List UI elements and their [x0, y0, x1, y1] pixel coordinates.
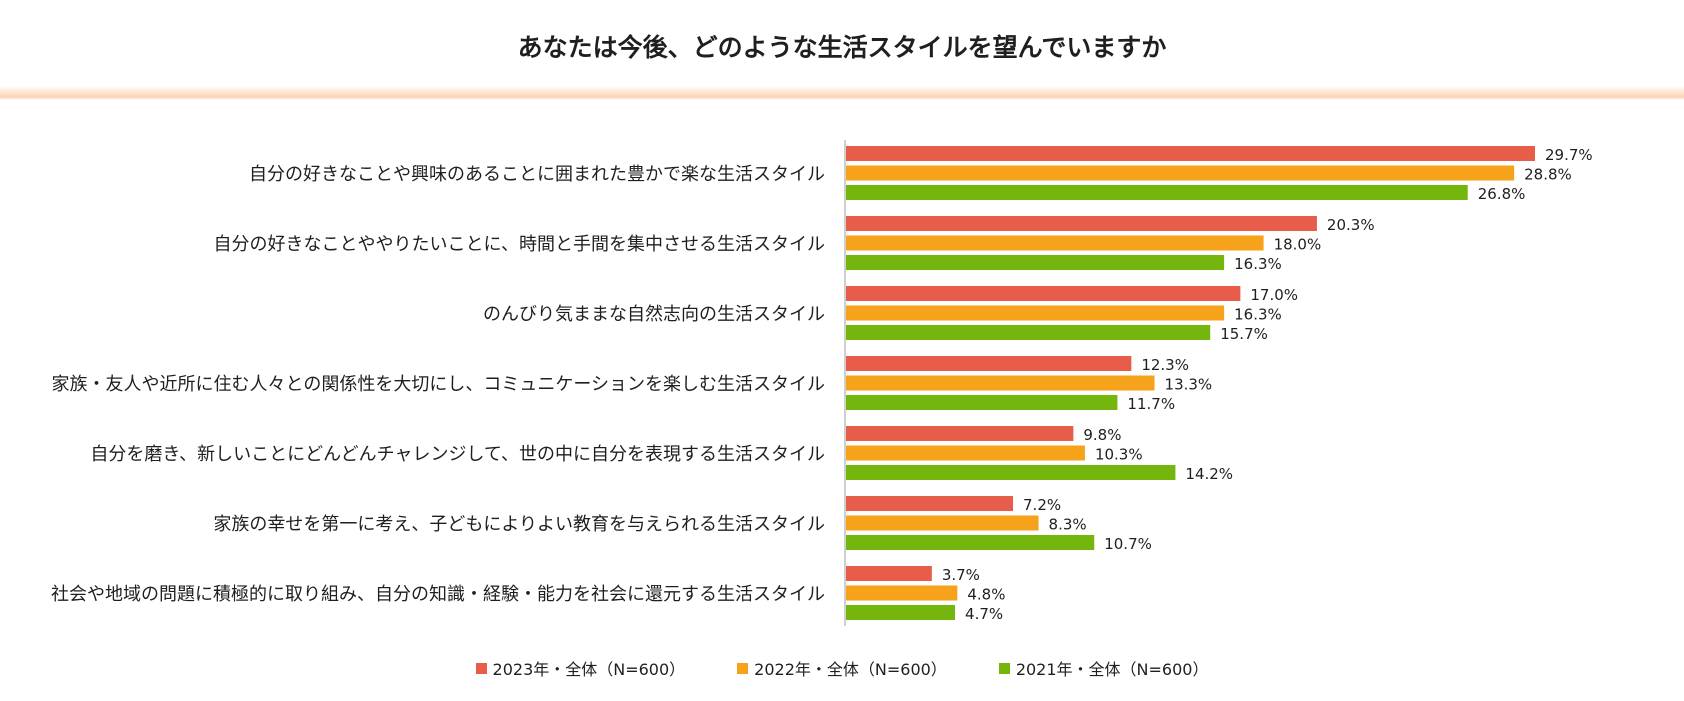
bar-2023: [846, 496, 1014, 511]
category-label: 自分を磨き、新しいことにどんどんチャレンジして、世の中に自分を表現する生活スタイ…: [90, 444, 825, 465]
bar-2021: [846, 255, 1225, 270]
bar-2023: [846, 146, 1535, 161]
category-label: 家族・友人や近所に住む人々との関係性を大切にし、コミュニケーションを楽しむ生活ス…: [52, 374, 825, 395]
data-label: 20.3%: [1327, 216, 1375, 234]
data-label: 10.3%: [1095, 446, 1143, 464]
bar-2023: [846, 426, 1074, 441]
legend-item: 2021年・全体（N=600）: [998, 656, 1209, 680]
bar-2021: [846, 325, 1211, 340]
legend-item: 2022年・全体（N=600）: [737, 656, 947, 680]
bar-2022: [846, 375, 1155, 391]
category-label: 自分の好きなことや興味のあることに囲まれた豊かで楽な生活スタイル: [249, 164, 825, 185]
bar-2021: [846, 395, 1118, 410]
data-label: 26.8%: [1478, 185, 1526, 203]
legend-label: 2022年・全体（N=600）: [754, 660, 947, 679]
data-label: 4.7%: [965, 605, 1003, 623]
data-label: 14.2%: [1185, 465, 1233, 483]
bar-2021: [846, 535, 1095, 550]
data-label: 15.7%: [1220, 325, 1268, 343]
category-label: 自分の好きなことややりたいことに、時間と手間を集中させる生活スタイル: [214, 234, 825, 255]
bar-chart: 自分の好きなことや興味のあることに囲まれた豊かで楽な生活スタイル 29.7% 28.…: [51, 140, 1593, 626]
data-label: 28.8%: [1524, 166, 1572, 184]
data-label: 16.3%: [1234, 306, 1282, 324]
bar-2023: [846, 356, 1132, 371]
data-label: 11.7%: [1127, 395, 1175, 413]
data-label: 29.7%: [1545, 146, 1593, 164]
data-label: 13.3%: [1165, 376, 1213, 394]
data-label: 4.8%: [967, 586, 1005, 604]
bar-2022: [846, 445, 1085, 461]
bar-2021: [846, 185, 1468, 200]
data-label: 10.7%: [1104, 535, 1152, 553]
title-band: [0, 0, 1684, 100]
bar-2022: [846, 305, 1225, 321]
data-label: 17.0%: [1250, 286, 1298, 304]
legend-item: 2023年・全体（N=600）: [475, 656, 686, 680]
category-label: 家族の幸せを第一に考え、子どもによりよい教育を与えられる生活スタイル: [213, 514, 825, 535]
data-label: 8.3%: [1049, 516, 1087, 534]
legend-swatch: [998, 662, 1010, 674]
bar-2023: [846, 216, 1317, 231]
data-label: 12.3%: [1141, 356, 1189, 374]
data-label: 16.3%: [1234, 255, 1282, 273]
bar-2022: [846, 235, 1264, 251]
data-label: 18.0%: [1274, 236, 1322, 254]
legend-swatch: [737, 662, 749, 674]
chart-title: あなたは今後、どのような生活スタイルを望んでいますか: [517, 33, 1167, 62]
category-label: 社会や地域の問題に積極的に取り組み、自分の知識・経験・能力を社会に還元する生活ス…: [51, 584, 825, 605]
bar-2022: [846, 165, 1515, 181]
data-label: 9.8%: [1083, 426, 1121, 444]
legend-swatch: [475, 662, 487, 674]
bar-2023: [846, 286, 1241, 301]
data-label: 7.2%: [1023, 496, 1061, 514]
bar-2023: [846, 566, 932, 581]
bar-2021: [846, 605, 956, 620]
bar-2022: [846, 585, 958, 601]
legend-label: 2021年・全体（N=600）: [1015, 660, 1209, 679]
category-label: のんびり気ままな自然志向の生活スタイル: [483, 304, 825, 325]
data-label: 3.7%: [942, 566, 980, 584]
bar-2022: [846, 515, 1039, 531]
legend-label: 2023年・全体（N=600）: [492, 660, 686, 679]
legend: 2023年・全体（N=600） 2022年・全体（N=600） 2021年・全体（N…: [0, 656, 1684, 680]
bar-2021: [846, 465, 1176, 480]
